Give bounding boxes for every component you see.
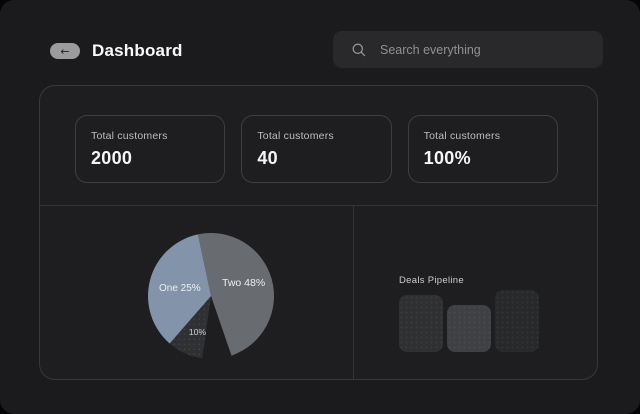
back-arrow-icon: ← bbox=[60, 44, 70, 58]
pie-slice-label-one: One 25% bbox=[159, 283, 201, 294]
stats-row: Total customers 2000 Total customers 40 … bbox=[40, 86, 597, 206]
deals-pipeline-title: Deals Pipeline bbox=[399, 275, 464, 286]
stat-label: Total customers bbox=[423, 130, 501, 142]
customers-pie-section: Two 48% 10% One 25% bbox=[40, 206, 353, 379]
stat-card-total-customers-1: Total customers 2000 bbox=[75, 115, 226, 183]
pie-slice-label-two: Two 48% bbox=[222, 277, 266, 289]
dashboard-panel: Total customers 2000 Total customers 40 … bbox=[39, 85, 598, 380]
search-bar[interactable] bbox=[333, 31, 603, 68]
pie-slice-label-ten: 10% bbox=[189, 327, 207, 337]
deals-pipeline-bars bbox=[399, 290, 539, 352]
stat-label: Total customers bbox=[257, 130, 334, 142]
stat-value: 40 bbox=[257, 148, 278, 168]
deals-pipeline-section: Deals Pipeline bbox=[353, 206, 597, 379]
pipeline-bar bbox=[495, 290, 539, 352]
search-input[interactable] bbox=[380, 31, 603, 68]
pipeline-bar bbox=[399, 295, 443, 352]
stat-value: 100% bbox=[423, 148, 471, 168]
stat-card-total-customers-3: Total customers 100% bbox=[407, 115, 558, 183]
header: ← Dashboard bbox=[0, 0, 640, 85]
stat-label: Total customers bbox=[91, 130, 168, 142]
stat-value: 2000 bbox=[91, 148, 133, 168]
page-title: Dashboard bbox=[92, 41, 183, 60]
stat-card-total-customers-2: Total customers 40 bbox=[241, 115, 392, 183]
back-button[interactable]: ← bbox=[50, 43, 80, 59]
search-icon bbox=[352, 43, 366, 56]
pipeline-bar bbox=[447, 305, 491, 352]
pie-chart bbox=[148, 233, 274, 359]
